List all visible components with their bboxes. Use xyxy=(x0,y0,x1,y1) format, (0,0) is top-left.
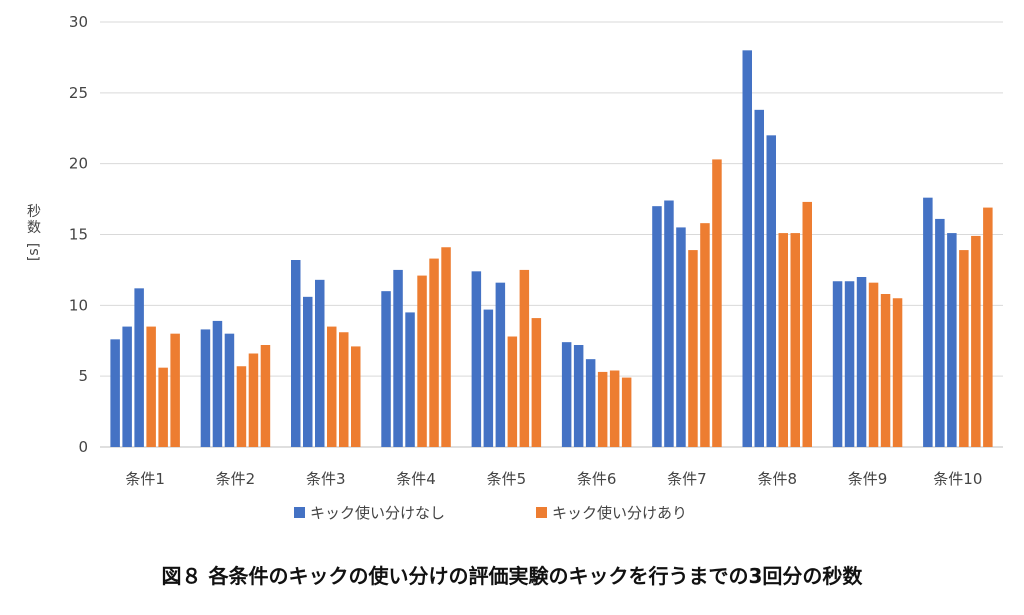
bar-with-3-2 xyxy=(339,332,349,447)
bar-with-7-1 xyxy=(688,250,698,447)
y-tick-label: 10 xyxy=(69,296,88,314)
y-tick-label: 20 xyxy=(69,155,88,173)
bar-chart: 0 5 10 15 20 25 30 条件1 条件2 条件3 条件4 条件5 条件6 条件7 条件8 条件9… xyxy=(69,13,1003,522)
bar-with-4-2 xyxy=(429,258,439,447)
bar-with-5-2 xyxy=(519,269,530,447)
y-tick-label: 0 xyxy=(78,438,88,456)
bar-with-8-3 xyxy=(802,201,812,447)
bar-without-3-1 xyxy=(291,260,301,447)
bar-with-4-3 xyxy=(441,247,451,447)
y-axis-label: 秒数 [s] xyxy=(22,204,46,261)
bar-with-9-3 xyxy=(892,298,903,447)
bar-with-2-3 xyxy=(260,345,271,447)
bar-without-8-1 xyxy=(742,50,752,447)
bar-without-10-2 xyxy=(935,218,945,447)
x-tick-labels: 条件1 条件2 条件3 条件4 条件5 条件6 条件7 条件8 条件9 条件10 xyxy=(125,470,982,488)
bar-without-6-3 xyxy=(585,359,596,447)
bar-without-6-1 xyxy=(561,342,572,447)
x-tick-label: 条件6 xyxy=(577,470,617,488)
x-tick-label: 条件8 xyxy=(757,470,797,488)
x-tick-label: 条件9 xyxy=(848,470,888,488)
x-tick-label: 条件4 xyxy=(396,470,436,488)
bar-without-10-3 xyxy=(947,233,957,447)
bar-without-7-2 xyxy=(664,200,674,447)
y-axis-unit: [s] xyxy=(26,242,42,262)
bar-with-9-2 xyxy=(880,294,891,447)
bar-without-9-2 xyxy=(844,281,855,447)
bar-without-7-1 xyxy=(652,206,662,447)
legend-swatch xyxy=(294,507,305,518)
x-tick-label: 条件3 xyxy=(306,470,346,488)
bar-without-4-3 xyxy=(405,312,415,447)
bar-without-3-2 xyxy=(303,296,313,447)
bar-without-8-2 xyxy=(754,109,764,447)
bar-without-7-3 xyxy=(676,227,686,447)
bar-without-3-3 xyxy=(315,279,325,447)
y-tick-label: 15 xyxy=(69,226,88,244)
x-tick-label: 条件10 xyxy=(933,470,982,488)
bar-without-1-3 xyxy=(134,288,144,447)
bar-without-5-2 xyxy=(483,309,494,447)
bar-without-6-2 xyxy=(573,345,584,447)
bar-with-6-3 xyxy=(621,377,632,447)
y-tick-labels: 0 5 10 15 20 25 30 xyxy=(69,13,88,456)
bar-without-8-3 xyxy=(766,135,776,448)
bar-with-7-2 xyxy=(700,223,710,447)
y-tick-label: 5 xyxy=(78,367,88,385)
bar-with-2-2 xyxy=(248,353,259,447)
bar-without-9-1 xyxy=(832,281,843,447)
bar-with-6-1 xyxy=(597,371,608,447)
legend-label: キック使い分けなし xyxy=(310,504,445,522)
y-tick-label: 30 xyxy=(69,13,88,31)
bar-with-2-1 xyxy=(236,366,247,447)
bar-with-4-1 xyxy=(417,275,427,447)
bar-with-10-2 xyxy=(971,235,981,447)
bar-with-10-3 xyxy=(983,207,993,447)
bar-without-1-2 xyxy=(122,326,132,447)
y-axis-title: 秒数 xyxy=(27,204,41,236)
bar-without-9-3 xyxy=(856,277,867,447)
bar-without-5-3 xyxy=(495,282,506,447)
x-tick-label: 条件2 xyxy=(216,470,256,488)
bar-with-5-3 xyxy=(531,318,542,447)
y-tick-label: 25 xyxy=(69,84,88,102)
figure-caption: 図８ 各条件のキックの使い分けの評価実験のキックを行うまでの3回分の秒数 xyxy=(161,564,863,588)
bar-without-5-1 xyxy=(471,271,482,447)
bar-with-5-1 xyxy=(507,336,518,447)
bar-without-4-1 xyxy=(381,291,391,447)
bar-with-6-2 xyxy=(609,370,620,447)
bar-without-4-2 xyxy=(393,269,403,447)
legend-swatch xyxy=(536,507,547,518)
bar-without-2-1 xyxy=(200,329,211,447)
x-tick-label: 条件1 xyxy=(125,470,165,488)
bar-without-2-3 xyxy=(224,333,235,447)
bar-with-7-3 xyxy=(712,159,722,447)
bar-with-3-1 xyxy=(327,326,337,447)
bar-with-8-1 xyxy=(778,233,788,447)
legend-label: キック使い分けあり xyxy=(552,504,687,522)
bar-with-9-1 xyxy=(868,282,879,447)
bar-with-3-3 xyxy=(351,346,361,447)
legend: キック使い分けなし キック使い分けあり xyxy=(294,504,687,522)
grid-lines xyxy=(100,21,1003,448)
x-tick-label: 条件5 xyxy=(487,470,527,488)
bar-with-1-2 xyxy=(158,367,168,447)
bar-with-8-2 xyxy=(790,233,800,447)
bar-with-1-1 xyxy=(146,326,156,447)
bar-with-10-1 xyxy=(959,250,969,447)
bar-with-1-3 xyxy=(170,333,180,447)
bar-without-2-2 xyxy=(212,320,223,447)
bar-without-10-1 xyxy=(923,197,933,447)
bar-without-1-1 xyxy=(110,339,120,447)
x-tick-label: 条件7 xyxy=(667,470,707,488)
bars xyxy=(110,50,993,448)
